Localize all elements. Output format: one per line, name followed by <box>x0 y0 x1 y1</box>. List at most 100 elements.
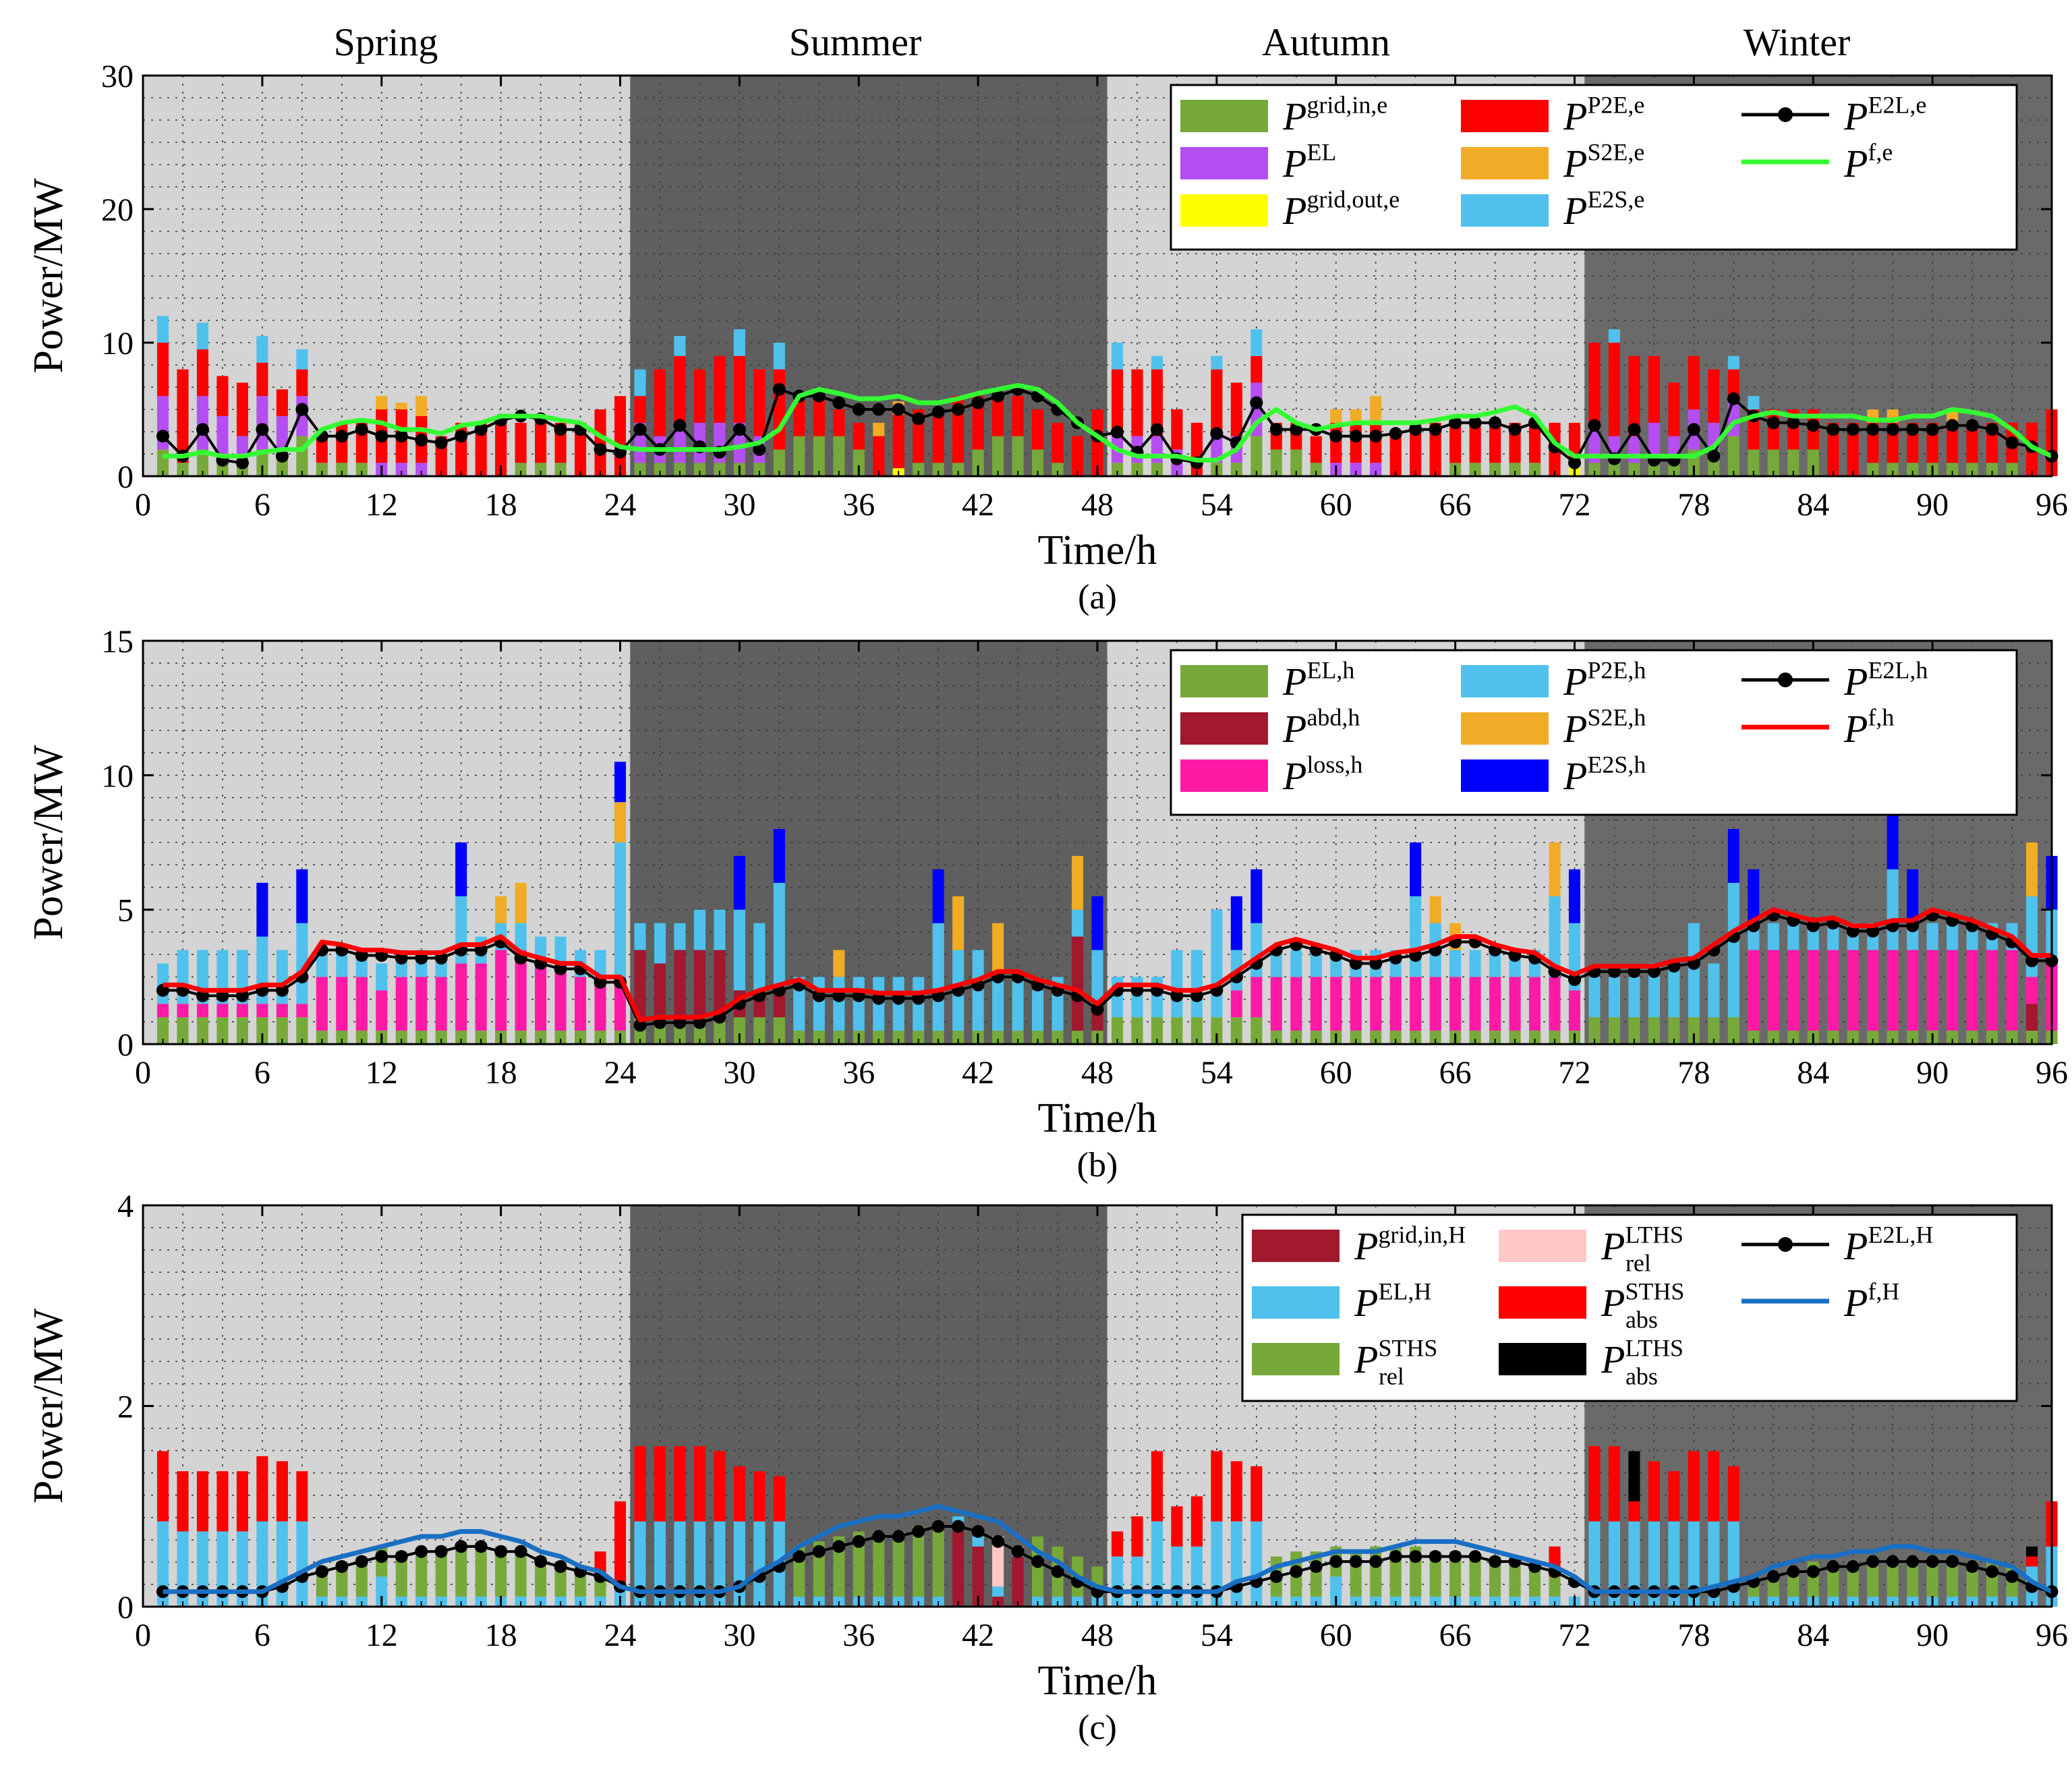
legend-label-a-b4-text: PS2E,e <box>1563 139 1644 185</box>
bar-a-s3-t3 <box>196 349 208 397</box>
x-tick-label: 66 <box>1439 1617 1472 1653</box>
legend-label-c-l0: PE2L,H <box>1843 1222 1933 1268</box>
bar-c-s5-t75 <box>1628 1451 1640 1501</box>
marker-a-0-t3 <box>196 423 209 436</box>
panel-caption: (a) <box>1078 578 1117 616</box>
marker-c-0-t44 <box>1011 1545 1025 1558</box>
bar-a-s3-t26 <box>654 369 666 436</box>
bar-a-s3-t59 <box>1310 436 1322 463</box>
bar-a-s1-t3 <box>196 396 208 450</box>
bar-a-s5-t56 <box>1250 329 1263 356</box>
x-tick-label: 30 <box>723 487 755 523</box>
bar-b-s0-t49 <box>1111 1017 1124 1044</box>
bar-b-s2-t72 <box>1568 990 1581 1031</box>
bar-c-s2-t69 <box>1509 1561 1521 1597</box>
bar-a-s5-t8 <box>296 349 308 370</box>
legend-label-c-b4-sup: STHS <box>1625 1278 1684 1305</box>
bar-b-s2-t7 <box>276 1004 288 1018</box>
bar-c-s1-t31 <box>753 1521 766 1607</box>
marker-c-0-t13 <box>395 1550 408 1564</box>
bar-b-s2-t23 <box>594 977 606 1031</box>
marker-c-0-t85 <box>1826 1560 1840 1573</box>
bar-b-s3-t30 <box>733 909 745 991</box>
legend: Pgrid,in,HPEL,HPSTHSrelPLTHSrelPSTHSabsP… <box>1241 1213 2018 1402</box>
bar-a-s3-t40 <box>932 409 944 463</box>
bar-b-s2-t60 <box>1330 977 1342 1031</box>
legend-label-a-b4: PS2E,e <box>1563 139 1644 185</box>
bar-b-s3-t24 <box>614 842 627 977</box>
marker-c-0-t90 <box>1926 1555 1939 1568</box>
bar-b-s1-t26 <box>654 963 666 1018</box>
bar-b-s2-t67 <box>1469 977 1481 1031</box>
legend: Pgrid,in,ePELPgrid,out,ePP2E,ePS2E,ePE2S… <box>1170 84 2018 251</box>
bar-b-s2-t11 <box>355 977 368 1031</box>
marker-a-0-t72 <box>1568 456 1581 469</box>
legend-label-b-b5-sup: E2S,h <box>1587 751 1646 778</box>
bar-b-s3-t9 <box>316 950 328 977</box>
bar-c-s4-t50 <box>1131 1516 1143 1557</box>
bar-b-s3-t48 <box>1091 950 1103 1004</box>
x-tick-label: 24 <box>604 1617 637 1653</box>
bar-a-s0-t33 <box>793 436 805 476</box>
bar-c-s2-t65 <box>1429 1551 1441 1597</box>
marker-a-0-t11 <box>355 423 368 436</box>
x-tick-label: 90 <box>1916 1055 1949 1091</box>
bar-b-s0-t64 <box>1410 1031 1422 1044</box>
bar-b-s4-t19 <box>515 882 527 923</box>
bar-a-s5-t3 <box>196 322 208 349</box>
bar-b-s0-t75 <box>1628 1017 1640 1044</box>
x-tick-label: 12 <box>366 1055 398 1091</box>
bar-a-s0-t74 <box>1608 463 1621 476</box>
x-tick-label: 84 <box>1797 487 1829 523</box>
bar-b-s5-t80 <box>1727 829 1739 883</box>
bar-b-s0-t23 <box>594 1031 606 1044</box>
bar-a-s4-t62 <box>1370 396 1382 423</box>
bar-b-s0-t11 <box>355 1031 368 1044</box>
bar-b-s2-t59 <box>1310 977 1322 1031</box>
bar-a-s4-t37 <box>873 422 885 436</box>
legend-label-b-b3-text: PP2E,h <box>1563 657 1646 704</box>
bar-a-s1-t13 <box>395 463 407 476</box>
panel-caption: (c) <box>1078 1709 1117 1747</box>
bar-b-s0-t91 <box>1947 1031 1959 1044</box>
bar-b-s3-t91 <box>1947 923 1959 950</box>
bar-b-s0-t76 <box>1648 1017 1660 1044</box>
legend-label-c-b2-sup: STHS <box>1378 1335 1437 1362</box>
bar-c-s2-t13 <box>395 1551 407 1597</box>
line-c-1 <box>163 1503 2053 1595</box>
marker-c-0-t20 <box>534 1555 548 1568</box>
legend-label-b-b3-sup: P2E,h <box>1587 657 1646 684</box>
marker-a-0-t27 <box>673 419 687 432</box>
x-tick-label: 96 <box>2036 1055 2068 1091</box>
bar-a-s4-t61 <box>1350 409 1362 423</box>
bar-c-s3-t43 <box>992 1536 1004 1587</box>
marker-c-0-t34 <box>812 1545 826 1558</box>
bar-a-s3-t32 <box>773 369 785 450</box>
legend-label-a-b0-text: Pgrid,in,e <box>1282 92 1387 138</box>
bar-b-s2-t88 <box>1887 950 1899 1031</box>
bar-b-s0-t31 <box>753 1017 766 1044</box>
x-tick-label: 48 <box>1081 487 1114 523</box>
bar-b-s1-t95 <box>2025 1004 2038 1031</box>
legend-label-c-b5-sup: LTHS <box>1625 1335 1684 1362</box>
bar-b-s1-t27 <box>674 950 686 1018</box>
bar-b-s0-t69 <box>1509 1031 1521 1044</box>
marker-c-0-t15 <box>434 1545 448 1558</box>
bar-c-s1-t76 <box>1648 1521 1660 1607</box>
bar-a-s0-t31 <box>753 463 766 476</box>
bar-c-s4-t55 <box>1230 1461 1242 1522</box>
marker-a-0-t66 <box>1449 416 1462 430</box>
legend-label-c-b4-sub: abs <box>1625 1306 1658 1333</box>
bar-a-s3-t80 <box>1727 369 1739 397</box>
bar-a-s3-t67 <box>1469 422 1481 463</box>
bar-c-s2-t67 <box>1469 1556 1481 1597</box>
marker-a-0-t14 <box>415 434 428 447</box>
bar-b-s0-t1 <box>156 1017 169 1044</box>
bar-c-s4-t6 <box>256 1456 268 1522</box>
bar-a-s3-t6 <box>256 362 268 397</box>
bar-b-s0-t4 <box>217 1017 229 1044</box>
bar-a-s3-t49 <box>1111 369 1124 436</box>
bar-a-s3-t5 <box>236 382 248 436</box>
marker-a-0-t42 <box>971 396 985 409</box>
